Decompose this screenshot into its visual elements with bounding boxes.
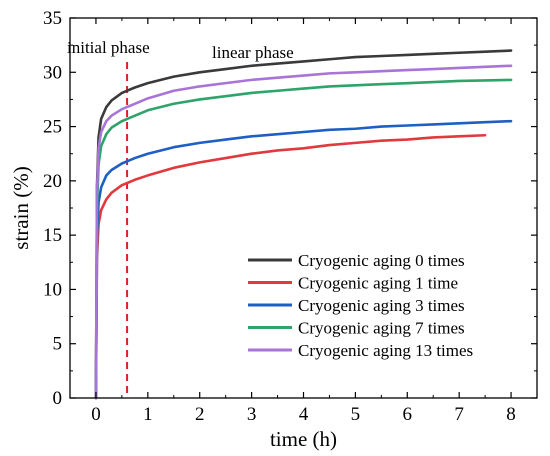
x-tick-label-5: 5 bbox=[351, 404, 361, 425]
y-tick-label-7: 35 bbox=[43, 8, 62, 29]
annotation-layer: initial phase linear phase bbox=[67, 38, 294, 62]
series-line-0 bbox=[94, 49, 513, 400]
x-tick-label-0: 0 bbox=[91, 404, 101, 425]
y-tick-label-6: 30 bbox=[43, 62, 62, 83]
x-tick-label-4: 4 bbox=[299, 404, 309, 425]
x-tick-label-7: 7 bbox=[454, 404, 464, 425]
y-tick-label-5: 25 bbox=[43, 117, 62, 138]
legend: Cryogenic aging 0 times Cryogenic aging 1… bbox=[248, 251, 473, 360]
x-tick-label-8: 8 bbox=[506, 404, 516, 425]
y-tick-label-2: 10 bbox=[43, 279, 62, 300]
y-tick-label-4: 20 bbox=[43, 171, 62, 192]
y-tick-label-3: 15 bbox=[43, 225, 62, 246]
x-axis-title: time (h) bbox=[270, 427, 337, 451]
legend-label-3: Cryogenic aging 7 times bbox=[298, 319, 465, 338]
x-tick-label-3: 3 bbox=[247, 404, 257, 425]
series-line-1 bbox=[94, 133, 487, 400]
x-tick-label-6: 6 bbox=[403, 404, 413, 425]
series-line-3 bbox=[94, 78, 513, 400]
series-line-2 bbox=[94, 119, 513, 400]
legend-label-1: Cryogenic aging 1 time bbox=[298, 274, 458, 293]
annotation-initial-phase: initial phase bbox=[67, 38, 150, 57]
series-layer bbox=[94, 49, 513, 400]
axes-layer: 0 1 2 3 4 5 6 7 8 0 5 10 15 20 25 30 35 time (h) strain (%… bbox=[9, 8, 538, 451]
y-tick-label-1: 5 bbox=[53, 334, 63, 355]
x-tick-label-2: 2 bbox=[195, 404, 205, 425]
y-tick-label-0: 0 bbox=[53, 388, 63, 409]
x-tick-label-1: 1 bbox=[143, 404, 153, 425]
legend-label-4: Cryogenic aging 13 times bbox=[298, 341, 473, 360]
legend-label-0: Cryogenic aging 0 times bbox=[298, 251, 465, 270]
series-line-4 bbox=[94, 64, 513, 400]
y-axis-title: strain (%) bbox=[9, 166, 33, 249]
annotation-linear-phase: linear phase bbox=[212, 43, 294, 62]
legend-label-2: Cryogenic aging 3 times bbox=[298, 296, 465, 315]
